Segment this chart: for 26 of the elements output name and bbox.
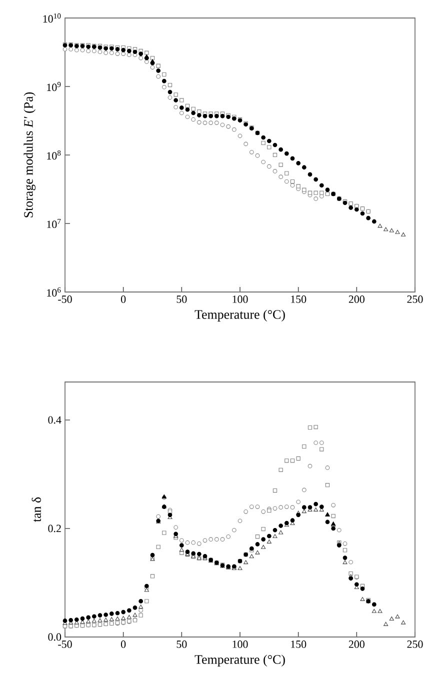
y-axis-title: tan δ: [32, 497, 41, 522]
x-axis-title: Temperature (°C): [194, 310, 285, 322]
y-tick-label: 10$^{6}$: [47, 287, 61, 297]
x-tick-label: 0: [121, 296, 126, 303]
x-axis-title: Temperature (°C): [194, 654, 285, 666]
x-tick-label: 200: [348, 640, 364, 648]
x-tick-label: 250: [407, 640, 423, 648]
x-tick-label: 250: [407, 296, 423, 303]
y-tick-label: 0.4: [48, 416, 62, 424]
x-tick-label: -50: [58, 296, 72, 303]
y-tick-label: 10$^{8}$: [47, 150, 61, 160]
x-tick-label: 100: [232, 640, 248, 648]
x-tick-label: 50: [176, 296, 187, 303]
x-tick-label: 150: [291, 296, 306, 303]
y-axis-title: Storage modulus E' (Pa): [24, 92, 36, 218]
x-tick-label: 200: [348, 296, 364, 303]
x-tick-label: 100: [232, 296, 248, 303]
x-tick-label: 150: [291, 640, 306, 648]
x-tick-label: 50: [176, 640, 187, 648]
y-tick-label: 10$^{9}$: [47, 82, 61, 92]
y-tick-label: 0.2: [48, 524, 61, 532]
y-tick-label: 0.0: [48, 633, 62, 641]
x-tick-label: -50: [58, 640, 72, 648]
x-tick-label: 0: [121, 640, 126, 648]
y-tick-label: 10$^{7}$: [47, 218, 61, 228]
y-tick-label: 10$^{10}$: [43, 13, 61, 23]
